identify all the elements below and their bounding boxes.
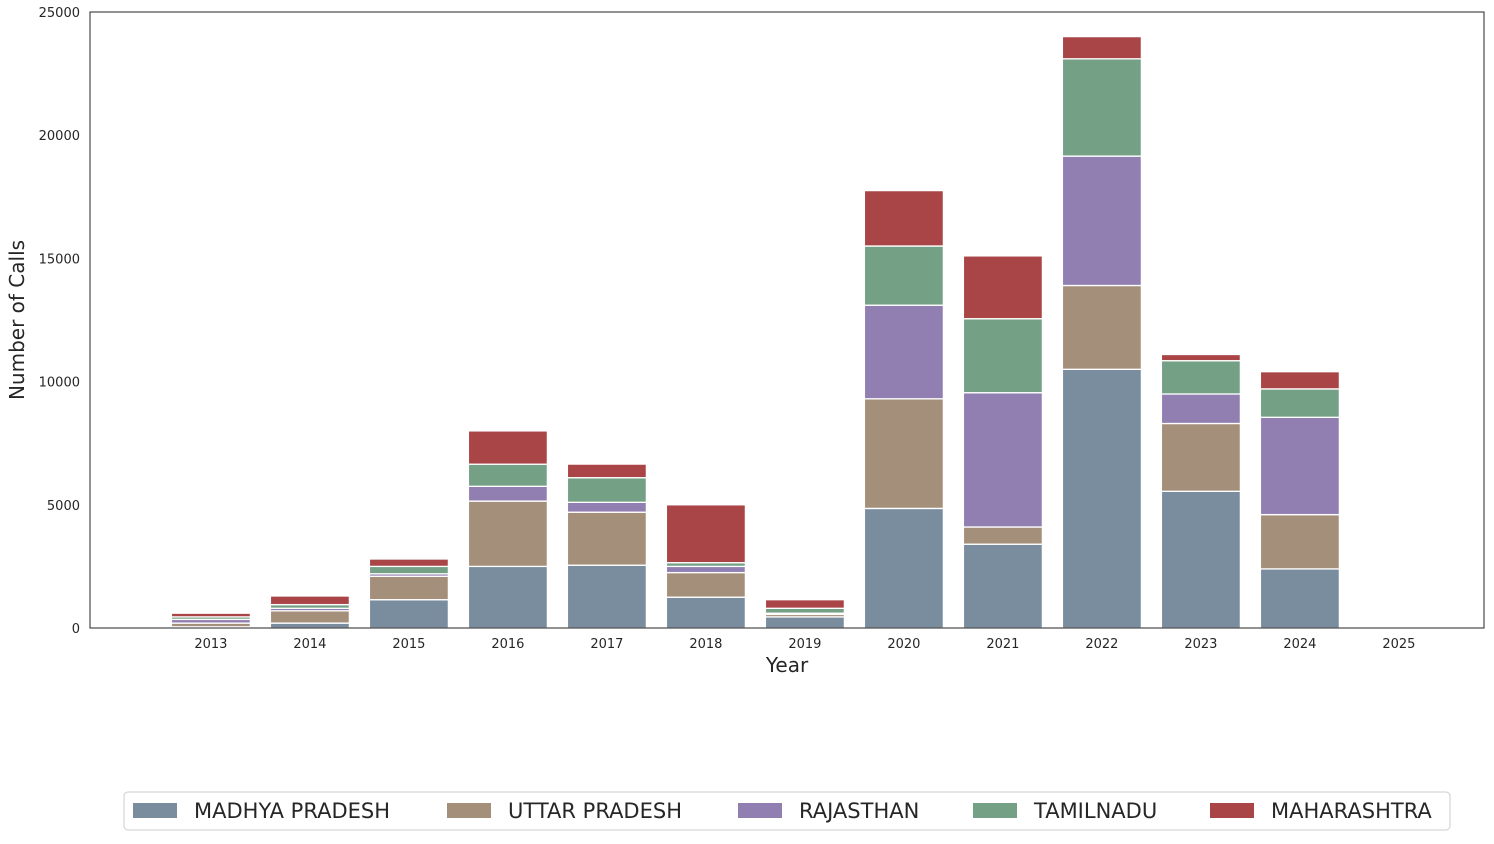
bar-segment-maharashtra-2019 [764, 599, 846, 609]
bar-segment-maharashtra-2018 [665, 504, 747, 564]
bar-segment-madhya-pradesh-2014 [269, 622, 351, 629]
x-tick-label: 2014 [293, 637, 326, 652]
bar-segment-maharashtra-2015 [368, 558, 450, 568]
bar-segment-uttar-pradesh-2018 [665, 571, 747, 598]
bar-segment-uttar-pradesh-2021 [962, 526, 1044, 545]
legend: MADHYA PRADESH UTTAR PRADESH RAJASTHAN TAMI… [123, 791, 1451, 831]
legend-label-tamilnadu: TAMILNADU [1033, 799, 1157, 823]
bar-segment-tamilnadu-2022 [1061, 58, 1143, 157]
bar-segment-uttar-pradesh-2024 [1259, 514, 1341, 570]
bar-segment-madhya-pradesh-2020 [863, 507, 945, 629]
bar-segment-uttar-pradesh-2023 [1160, 422, 1242, 492]
x-tick-label: 2013 [194, 637, 227, 652]
x-tick-label: 2022 [1085, 637, 1118, 652]
bar-segment-rajasthan-2020 [863, 304, 945, 400]
bar-segment-rajasthan-2021 [962, 392, 1044, 528]
bar-segment-rajasthan-2023 [1160, 393, 1242, 425]
plot-area [170, 35, 1341, 629]
x-tick-label: 2025 [1382, 637, 1415, 652]
bar-segment-madhya-pradesh-2016 [467, 565, 549, 629]
x-tick-label: 2024 [1283, 637, 1316, 652]
x-tick-label: 2015 [392, 637, 425, 652]
x-tick-label: 2018 [689, 637, 722, 652]
y-tick-label: 0 [72, 622, 80, 637]
x-tick-label: 2021 [986, 637, 1019, 652]
bar-segment-maharashtra-2013 [170, 612, 252, 618]
bar-segment-tamilnadu-2019 [764, 607, 846, 614]
y-tick-label: 25000 [39, 6, 80, 21]
legend-swatch-maharashtra [1210, 803, 1254, 818]
bar-segment-madhya-pradesh-2023 [1160, 490, 1242, 629]
legend-label-madhya-pradesh: MADHYA PRADESH [194, 799, 390, 823]
y-axis-ticks: 0 5000 10000 15000 20000 25000 [39, 6, 80, 637]
bar-segment-uttar-pradesh-2016 [467, 500, 549, 568]
x-tick-label: 2019 [788, 637, 821, 652]
bar-segment-madhya-pradesh-2019 [764, 616, 846, 629]
x-tick-label: 2016 [491, 637, 524, 652]
bar-segment-maharashtra-2023 [1160, 353, 1242, 362]
bar-segment-uttar-pradesh-2020 [863, 398, 945, 510]
bar-segment-rajasthan-2016 [467, 485, 549, 502]
legend-swatch-rajasthan [738, 803, 782, 818]
bar-segment-maharashtra-2021 [962, 255, 1044, 320]
bar-segment-uttar-pradesh-2015 [368, 575, 450, 601]
bar-segment-madhya-pradesh-2024 [1259, 568, 1341, 629]
bar-segment-uttar-pradesh-2017 [566, 511, 648, 566]
bar-segment-tamilnadu-2020 [863, 245, 945, 306]
bar-segment-rajasthan-2022 [1061, 155, 1143, 287]
legend-swatch-tamilnadu [973, 803, 1017, 818]
plot-frame [89, 11, 1485, 629]
legend-label-maharashtra: MAHARASHTRA [1271, 799, 1432, 823]
legend-swatch-madhya-pradesh [133, 803, 177, 818]
bar-segment-tamilnadu-2015 [368, 565, 450, 575]
bar-segment-tamilnadu-2024 [1259, 388, 1341, 418]
bar-segment-tamilnadu-2023 [1160, 360, 1242, 395]
bar-segment-madhya-pradesh-2022 [1061, 368, 1143, 629]
bar-segment-madhya-pradesh-2021 [962, 543, 1044, 629]
y-tick-label: 10000 [39, 376, 80, 391]
bar-segment-rajasthan-2018 [665, 565, 747, 574]
y-tick-label: 5000 [47, 499, 80, 514]
legend-swatch-uttar-pradesh [447, 803, 491, 818]
x-tick-label: 2020 [887, 637, 920, 652]
y-tick-label: 15000 [39, 252, 80, 267]
y-axis-label: Number of Calls [5, 240, 29, 400]
bar-segment-madhya-pradesh-2018 [665, 596, 747, 629]
bar-segment-maharashtra-2020 [863, 189, 945, 247]
y-tick-label: 20000 [39, 129, 80, 144]
legend-label-rajasthan: RAJASTHAN [799, 799, 919, 823]
x-axis-ticks: 2013 2014 2015 2016 2017 2018 2019 2020 2021 2022… [194, 637, 1415, 652]
x-tick-label: 2017 [590, 637, 623, 652]
bar-segment-rajasthan-2024 [1259, 416, 1341, 516]
bar-segment-tamilnadu-2021 [962, 318, 1044, 394]
bar-segment-uttar-pradesh-2022 [1061, 284, 1143, 370]
bar-segment-uttar-pradesh-2014 [269, 610, 351, 624]
bar-segment-madhya-pradesh-2017 [566, 564, 648, 629]
bar-segment-tamilnadu-2016 [467, 463, 549, 487]
bar-segment-maharashtra-2016 [467, 430, 549, 465]
bar-segment-maharashtra-2024 [1259, 371, 1341, 390]
legend-frame [123, 791, 1451, 831]
x-tick-label: 2023 [1184, 637, 1217, 652]
legend-label-uttar-pradesh: UTTAR PRADESH [508, 799, 682, 823]
bar-segment-maharashtra-2017 [566, 463, 648, 479]
bar-segment-madhya-pradesh-2015 [368, 599, 450, 629]
bar-segment-tamilnadu-2017 [566, 477, 648, 503]
bar-segment-maharashtra-2022 [1061, 35, 1143, 60]
bar-segment-maharashtra-2014 [269, 595, 351, 606]
bar-segment-rajasthan-2017 [566, 501, 648, 513]
x-axis-label: Year [765, 653, 809, 677]
